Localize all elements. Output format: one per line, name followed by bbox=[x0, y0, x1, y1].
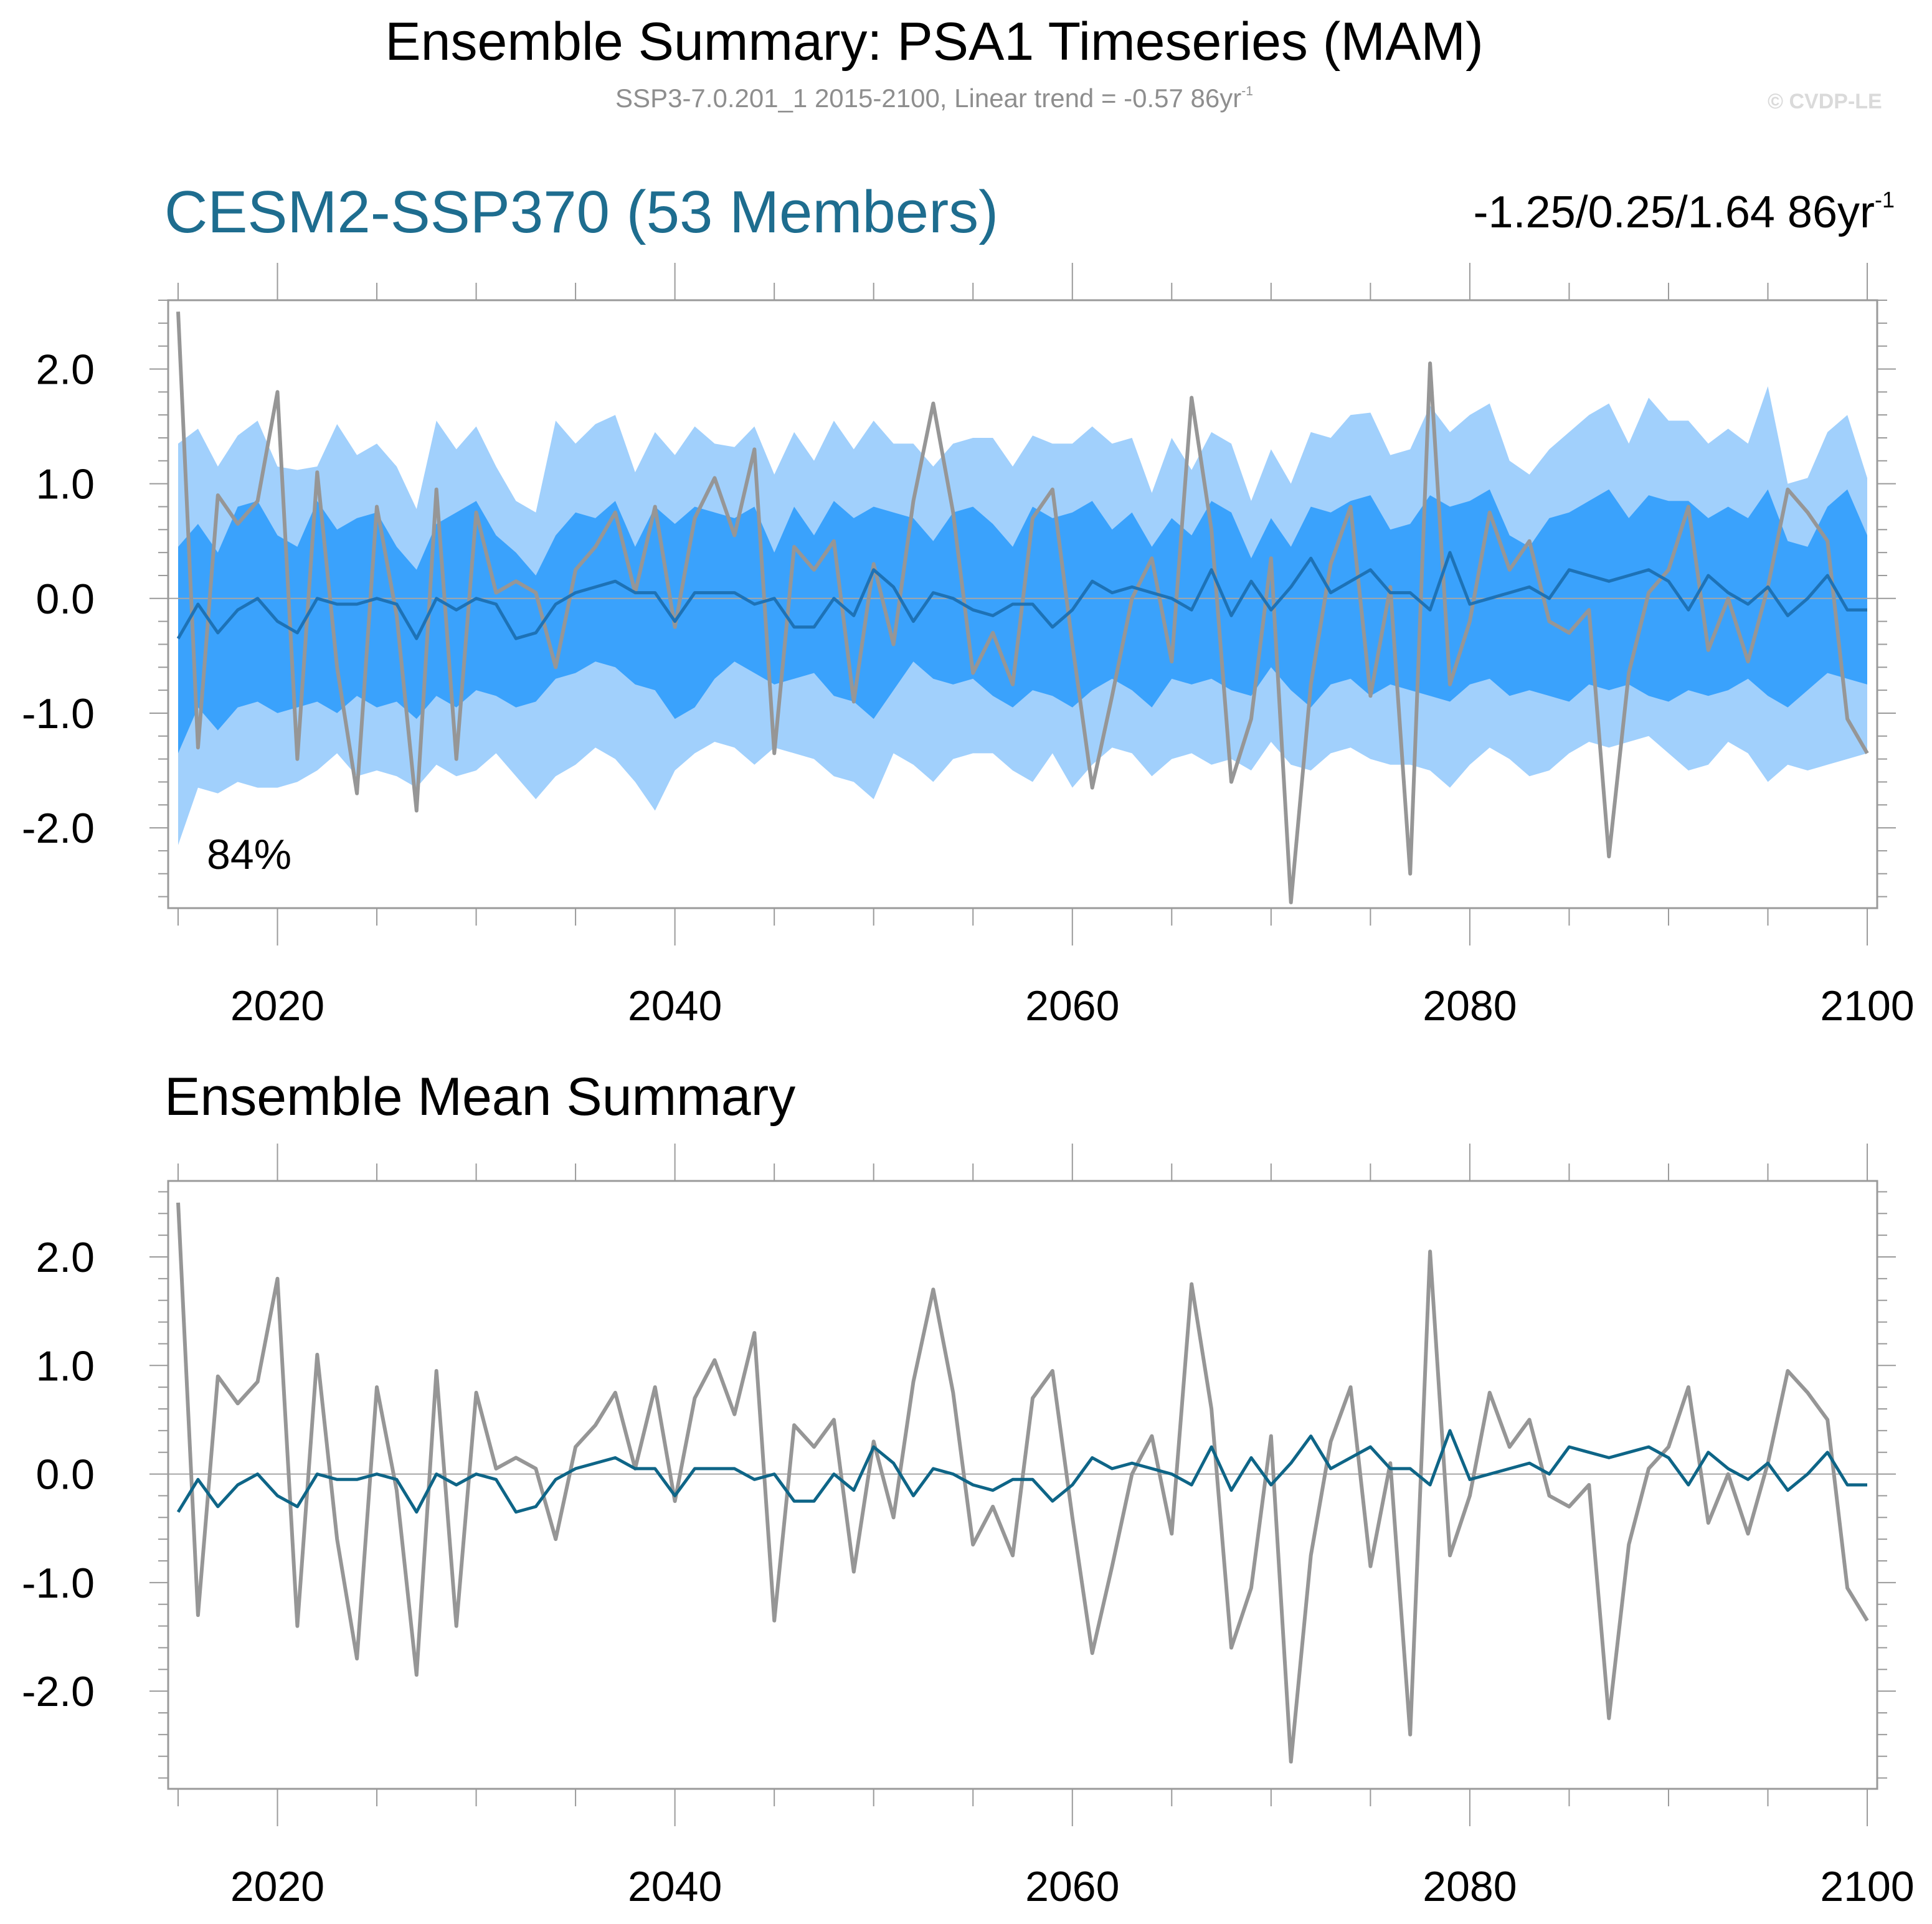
subtitle-text: SSP3-7.0.201_1 2015-2100, Linear trend =… bbox=[615, 83, 1242, 113]
main-title: Ensemble Summary: PSA1 Timeseries (MAM) bbox=[385, 12, 1484, 72]
plot-frame bbox=[167, 1180, 1878, 1790]
y-tick-label: 0.0 bbox=[36, 576, 95, 623]
y-tick-label: 2.0 bbox=[36, 346, 95, 393]
x-tick-label: 2080 bbox=[1423, 982, 1517, 1030]
y-tick-label: -1.0 bbox=[22, 690, 95, 737]
y-tick-label: 2.0 bbox=[36, 1234, 95, 1281]
x-tick-label: 2100 bbox=[1820, 1863, 1914, 1910]
inner-spread-band bbox=[178, 489, 1867, 754]
x-tick-label: 2100 bbox=[1820, 982, 1914, 1030]
bottom-panel: 2.0 1.0 0.0 -1.0 -2.0 2020 2040 2060 2080 2100 bbox=[22, 1144, 1915, 1910]
x-tick-label: 2080 bbox=[1423, 1863, 1517, 1910]
x-tick-label: 2040 bbox=[628, 1863, 722, 1910]
x-tick-label: 2020 bbox=[230, 982, 324, 1030]
y-tick-label: 1.0 bbox=[36, 1342, 95, 1390]
trend-text: -1.25/0.25/1.64 86yr bbox=[1473, 187, 1875, 237]
x-tick-label: 2060 bbox=[1025, 1863, 1119, 1910]
y-tick-label: 1.0 bbox=[36, 461, 95, 508]
x-tick-label: 2020 bbox=[230, 1863, 324, 1910]
top-panel: 2.0 1.0 0.0 -1.0 -2.0 2020 2040 2060 2080 2100 bbox=[22, 263, 1915, 1030]
y-tick-label: 0.0 bbox=[36, 1451, 95, 1499]
subtitle-exponent: -1 bbox=[1241, 83, 1253, 98]
y-tick-label: -2.0 bbox=[22, 805, 95, 852]
top-panel-title: CESM2-SSP370 (53 Members) bbox=[164, 179, 999, 245]
observed-series-line bbox=[176, 311, 1869, 904]
top-panel-trend: -1.25/0.25/1.64 86yr-1 bbox=[1474, 187, 1895, 238]
bottom-panel-title: Ensemble Mean Summary bbox=[164, 1067, 796, 1127]
observed-series-line bbox=[176, 1202, 1869, 1764]
x-tick-label: 2040 bbox=[628, 982, 722, 1030]
x-tick-label: 2060 bbox=[1025, 982, 1119, 1030]
credit-watermark: © CVDP-LE bbox=[1768, 90, 1882, 113]
y-tick-label: -2.0 bbox=[22, 1668, 95, 1715]
plot-frame bbox=[167, 299, 1878, 909]
percent-label: 84% bbox=[207, 831, 291, 878]
trend-exponent: -1 bbox=[1874, 186, 1895, 212]
ensemble-mean-line bbox=[176, 1429, 1867, 1514]
y-tick-label: -1.0 bbox=[22, 1560, 95, 1607]
ensemble-mean-line bbox=[176, 551, 1867, 640]
subtitle: SSP3-7.0.201_1 2015-2100, Linear trend =… bbox=[0, 83, 1868, 113]
